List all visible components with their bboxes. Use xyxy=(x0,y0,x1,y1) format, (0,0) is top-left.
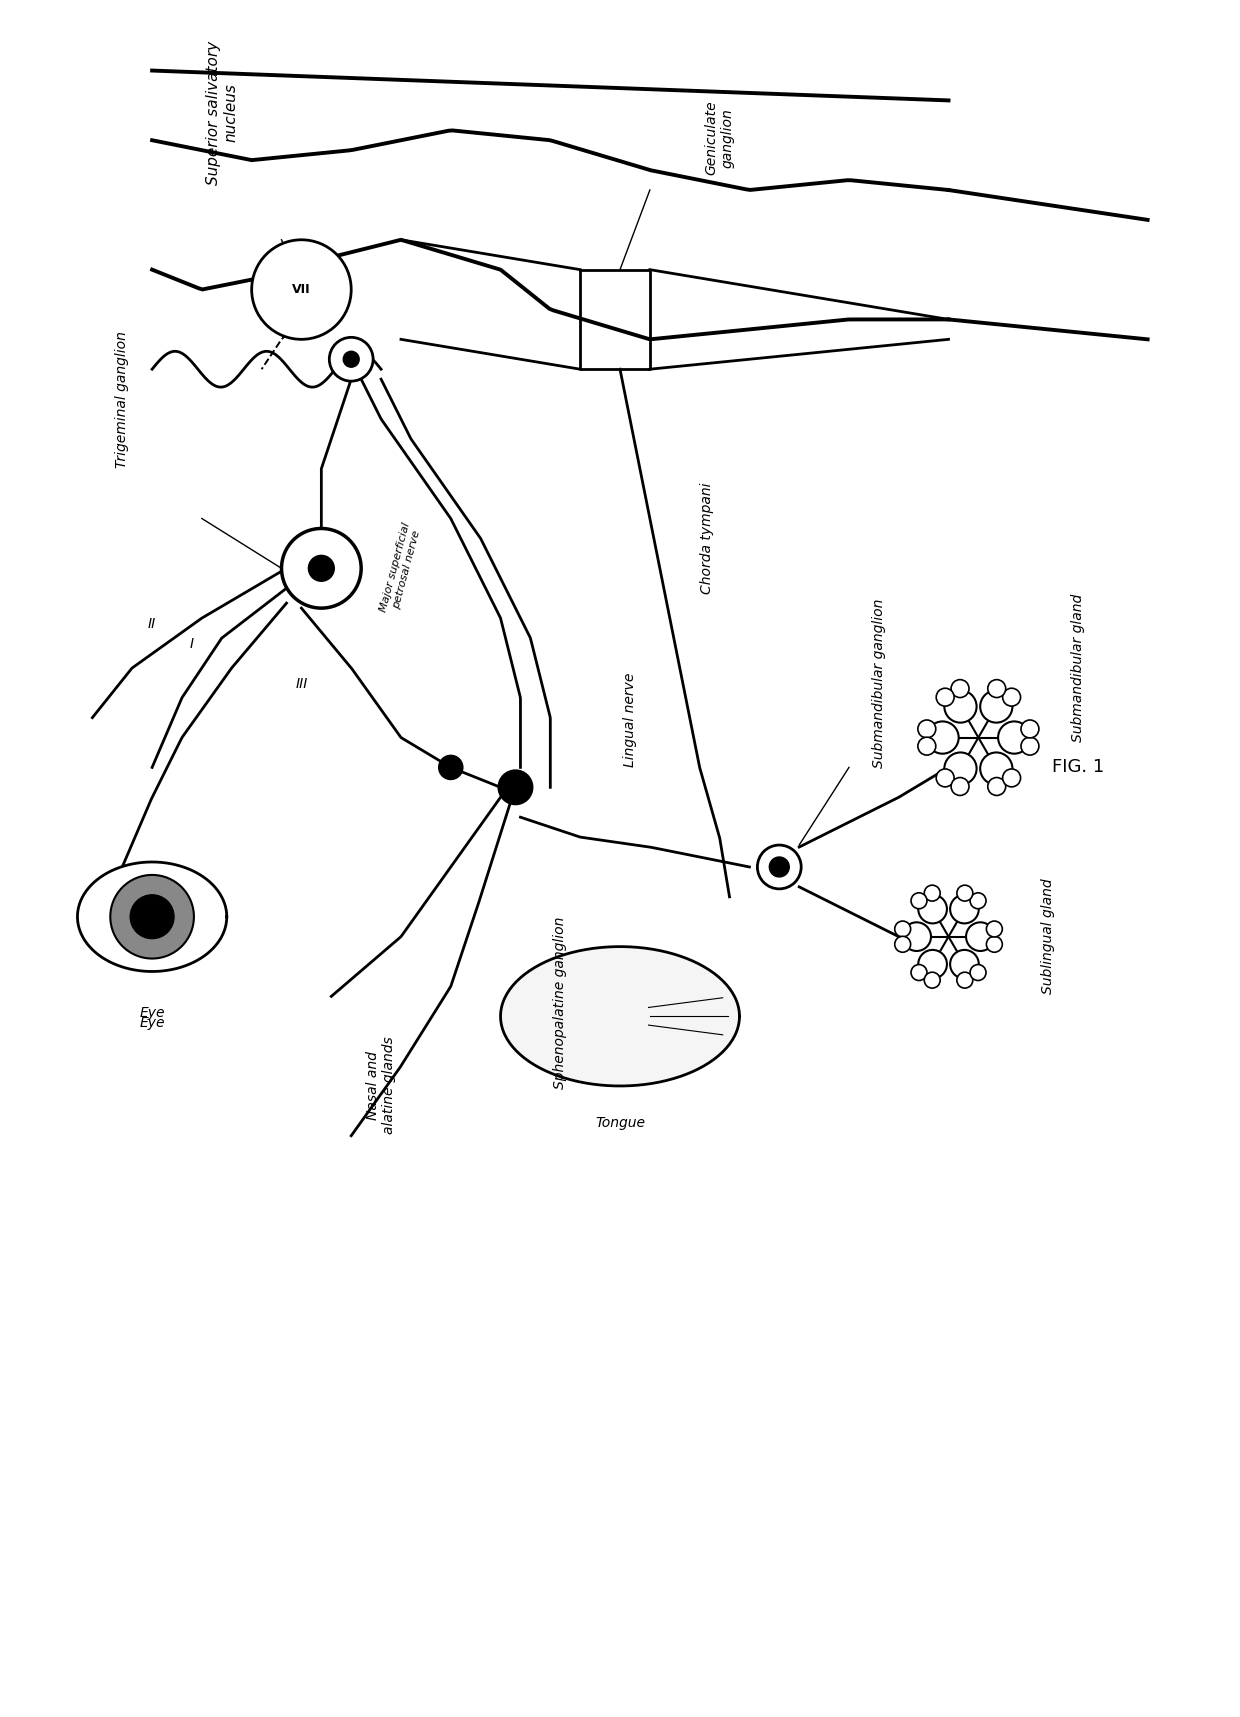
Circle shape xyxy=(769,857,789,877)
Text: Superior salivatory
nucleus: Superior salivatory nucleus xyxy=(206,41,238,185)
Circle shape xyxy=(951,680,968,697)
Circle shape xyxy=(1003,689,1021,706)
Text: I: I xyxy=(190,637,193,651)
Text: VII: VII xyxy=(293,283,311,295)
Circle shape xyxy=(986,920,1002,937)
Circle shape xyxy=(903,922,931,951)
Circle shape xyxy=(439,755,463,780)
Circle shape xyxy=(895,936,910,953)
Circle shape xyxy=(911,965,928,980)
Circle shape xyxy=(966,922,994,951)
Circle shape xyxy=(950,895,978,924)
Circle shape xyxy=(970,965,986,980)
Circle shape xyxy=(1021,737,1039,755)
Circle shape xyxy=(330,337,373,381)
Circle shape xyxy=(936,689,954,706)
Circle shape xyxy=(945,752,977,785)
Text: Major superficial
petrosal nerve: Major superficial petrosal nerve xyxy=(378,520,423,616)
Text: Tongue: Tongue xyxy=(595,1116,645,1130)
Text: Nasal and
alatine glands: Nasal and alatine glands xyxy=(366,1035,396,1133)
Text: Eye: Eye xyxy=(139,1006,165,1020)
Circle shape xyxy=(924,886,940,901)
Circle shape xyxy=(980,752,1012,785)
Circle shape xyxy=(957,886,973,901)
Circle shape xyxy=(1021,719,1039,738)
Text: Sublingual gland: Sublingual gland xyxy=(1042,879,1055,994)
Circle shape xyxy=(924,972,940,987)
Circle shape xyxy=(895,920,910,937)
Circle shape xyxy=(936,769,954,786)
Circle shape xyxy=(951,778,968,795)
Circle shape xyxy=(919,950,947,979)
Text: Chorda tympani: Chorda tympani xyxy=(699,482,714,594)
Polygon shape xyxy=(501,946,739,1085)
Text: Geniculate
ganglion: Geniculate ganglion xyxy=(704,100,734,175)
Circle shape xyxy=(945,690,977,723)
Circle shape xyxy=(919,895,947,924)
Text: Eye: Eye xyxy=(139,1016,165,1030)
Polygon shape xyxy=(77,862,227,972)
Circle shape xyxy=(980,690,1012,723)
Text: Sphenopalatine ganglion: Sphenopalatine ganglion xyxy=(553,917,567,1089)
Circle shape xyxy=(343,352,360,367)
Text: FIG. 1: FIG. 1 xyxy=(1052,759,1104,776)
Text: Lingual nerve: Lingual nerve xyxy=(622,673,637,767)
Circle shape xyxy=(130,895,174,939)
Circle shape xyxy=(988,680,1006,697)
Circle shape xyxy=(950,950,978,979)
Text: II: II xyxy=(148,616,156,632)
Circle shape xyxy=(911,893,928,908)
Circle shape xyxy=(252,240,351,340)
Text: Trigeminal ganglion: Trigeminal ganglion xyxy=(115,331,129,467)
Circle shape xyxy=(309,555,335,582)
Text: Submandibular gland: Submandibular gland xyxy=(1071,594,1085,742)
Circle shape xyxy=(970,893,986,908)
Circle shape xyxy=(281,529,361,608)
Circle shape xyxy=(498,771,532,804)
Circle shape xyxy=(758,845,801,889)
Text: Submandibular ganglion: Submandibular ganglion xyxy=(872,598,885,767)
Circle shape xyxy=(998,721,1030,754)
Circle shape xyxy=(1003,769,1021,786)
Circle shape xyxy=(926,721,959,754)
Circle shape xyxy=(986,936,1002,953)
Circle shape xyxy=(110,876,193,958)
Circle shape xyxy=(918,719,936,738)
Circle shape xyxy=(957,972,973,987)
Circle shape xyxy=(918,737,936,755)
Circle shape xyxy=(988,778,1006,795)
Text: III: III xyxy=(295,676,308,690)
